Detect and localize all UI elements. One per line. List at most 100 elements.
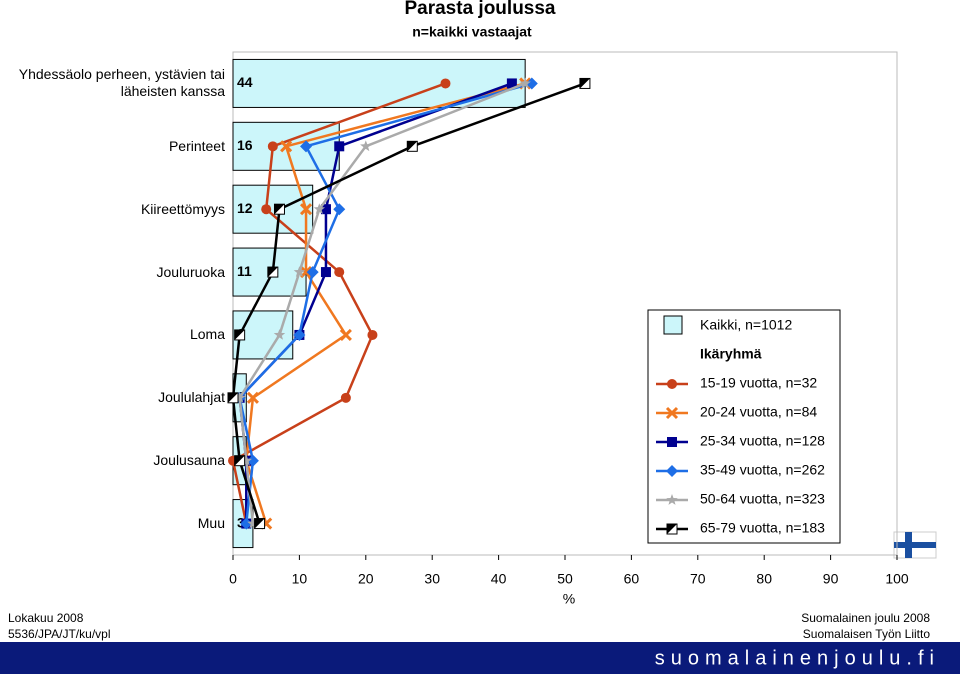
marker xyxy=(313,203,326,215)
marker xyxy=(320,204,331,215)
x-tick-label: 80 xyxy=(756,571,772,587)
x-tick-label: 30 xyxy=(424,571,440,587)
legend-label: 50-64 vuotta, n=323 xyxy=(700,491,825,507)
marker xyxy=(261,204,272,215)
x-axis-label: % xyxy=(563,591,575,607)
y-tick-label: Loma xyxy=(189,326,225,343)
x-tick-label: 100 xyxy=(885,571,909,587)
chart-title: Parasta joulussa xyxy=(404,0,555,19)
x-tick-label: 60 xyxy=(624,571,640,587)
marker-half xyxy=(254,518,265,529)
bar-value-label: 44 xyxy=(237,74,253,90)
marker xyxy=(246,454,259,467)
marker xyxy=(234,329,246,341)
legend-frame xyxy=(647,309,841,544)
y-tick-label: Yhdessäolo perheen, ystävien tai läheist… xyxy=(18,66,225,100)
x-tick-label: 40 xyxy=(491,571,507,587)
marker xyxy=(293,266,306,277)
bar-value-label: 12 xyxy=(237,200,253,216)
marker-half xyxy=(228,392,238,403)
legend-label: Kaikki, n=1012 xyxy=(700,317,792,333)
y-tick-label: Kiireettömyys xyxy=(140,200,225,217)
legend-label: 20-24 vuotta, n=84 xyxy=(700,404,817,420)
marker xyxy=(579,77,591,89)
y-tick-label: Jouluruoka xyxy=(156,263,226,280)
legend-title: Ikäryhmä xyxy=(700,346,762,362)
marker-half xyxy=(579,78,590,89)
chart-subtitle: n=kaikki vastaajat xyxy=(412,24,532,40)
marker xyxy=(273,203,285,215)
marker xyxy=(267,266,279,278)
marker xyxy=(665,406,679,420)
marker xyxy=(234,455,246,467)
marker xyxy=(246,391,259,404)
marker xyxy=(306,266,319,279)
marker xyxy=(299,266,313,279)
bar-value-label: 16 xyxy=(237,137,253,153)
marker xyxy=(666,465,678,477)
marker xyxy=(340,392,351,403)
flag xyxy=(893,531,937,559)
bar xyxy=(232,184,314,234)
footer-date: Lokakuu 2008 xyxy=(8,611,84,625)
x-tick-label: 20 xyxy=(358,571,374,587)
marker xyxy=(519,77,531,89)
bar-value-label: 11 xyxy=(237,263,252,279)
marker xyxy=(360,140,372,152)
marker xyxy=(267,141,278,152)
marker xyxy=(293,328,306,341)
marker xyxy=(440,78,451,89)
marker xyxy=(506,78,517,89)
legend: Kaikki, n=1012 Ikäryhmä 15-19 vuotta, n=32… xyxy=(647,309,841,544)
marker xyxy=(300,140,313,153)
x-tick-label: 10 xyxy=(292,571,308,587)
y-tick-label: Joulusauna xyxy=(153,452,225,469)
marker-half xyxy=(274,204,285,215)
marker-half xyxy=(234,329,245,340)
x-tick-label: 50 xyxy=(557,571,573,587)
marker xyxy=(240,454,252,466)
footer-band xyxy=(0,642,960,674)
marker xyxy=(320,267,331,278)
y-tick-label: Perinteet xyxy=(168,137,225,154)
marker xyxy=(227,392,239,404)
legend-label: 25-34 vuotta, n=128 xyxy=(700,433,825,449)
footer-code: 5536/JPA/JT/ku/vpl xyxy=(8,627,111,641)
marker xyxy=(233,391,246,403)
legend-label: 65-79 vuotta, n=183 xyxy=(700,520,825,536)
legend-label: 35-49 vuotta, n=262 xyxy=(700,462,825,478)
marker xyxy=(254,518,266,530)
marker xyxy=(666,494,678,505)
footer-source: Suomalainen joulu 2008 xyxy=(801,611,930,625)
series-line xyxy=(238,82,533,524)
marker xyxy=(339,328,352,341)
footer-org: Suomalaisen Työn Liitto xyxy=(803,627,931,641)
marker xyxy=(273,328,286,340)
marker-half xyxy=(234,455,245,466)
marker xyxy=(406,140,418,152)
series-line xyxy=(238,82,526,524)
marker xyxy=(334,141,345,152)
marker xyxy=(666,523,678,535)
legend-label: 15-19 vuotta, n=32 xyxy=(700,375,817,391)
marker xyxy=(299,203,313,216)
marker xyxy=(525,77,538,90)
marker-half xyxy=(267,267,278,278)
y-tick-label: Joululahjat xyxy=(158,389,225,406)
x-tick-label: 90 xyxy=(823,571,839,587)
x-tick-label: 70 xyxy=(690,571,706,587)
marker xyxy=(334,267,345,278)
y-tick-label: Muu xyxy=(197,515,225,532)
series-line xyxy=(231,82,586,524)
legend-swatch xyxy=(663,315,683,335)
marker xyxy=(240,517,253,530)
marker xyxy=(667,379,677,389)
marker xyxy=(367,329,378,340)
marker xyxy=(247,517,259,529)
marker-half xyxy=(407,141,418,152)
marker xyxy=(333,203,346,216)
marker xyxy=(280,140,293,153)
marker-half xyxy=(667,524,677,534)
